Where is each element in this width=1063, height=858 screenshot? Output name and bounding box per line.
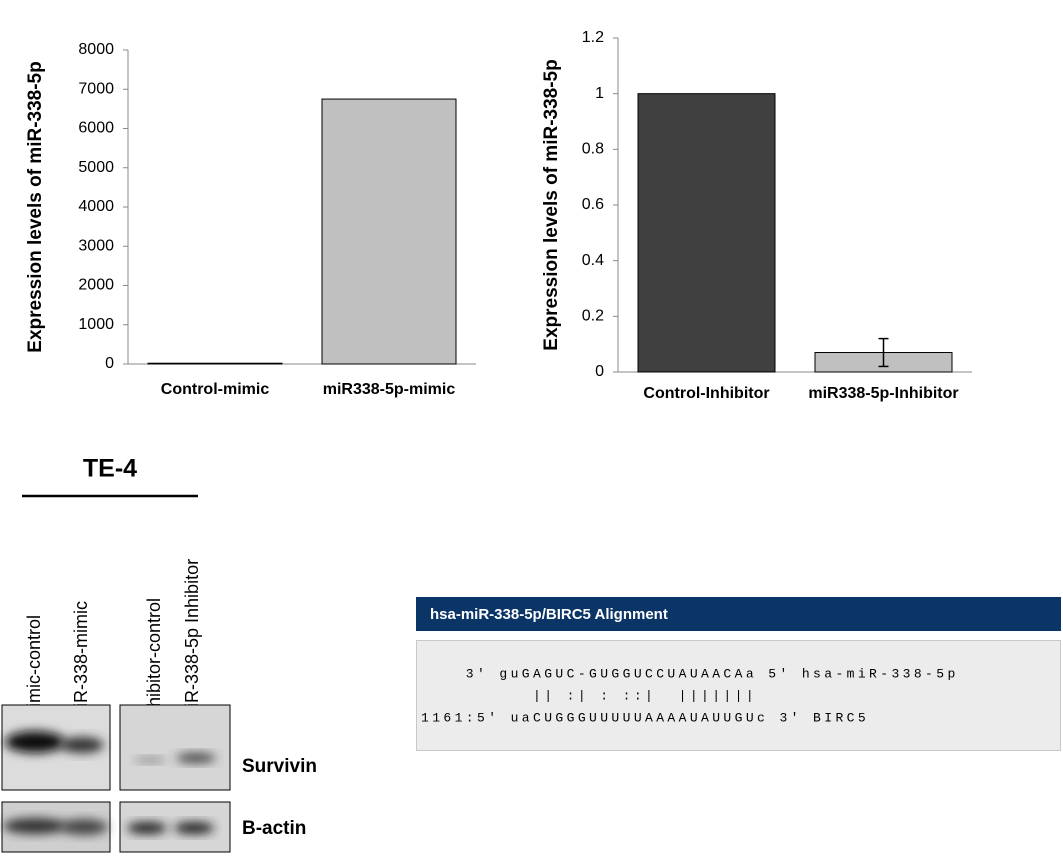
alignment-line: 1161:5' uaCUGGGUUUUUAAAAUAUUGUc 3' BIRC5 (421, 710, 869, 725)
lane-label: mimic-control (24, 615, 44, 722)
bar (147, 362, 283, 365)
lane-label: Inhibitor-control (144, 598, 164, 722)
y-axis-title: Expression levels of miR-338-5p (541, 59, 562, 350)
bar (637, 93, 776, 373)
y-tick-label: 0.6 (582, 196, 604, 213)
y-tick-label: 6000 (78, 120, 114, 137)
y-tick-label: 4000 (78, 198, 114, 215)
y-tick-label: 0.4 (582, 252, 604, 269)
y-tick-label: 0.2 (582, 308, 604, 325)
alignment-title: hsa-miR-338-5p/BIRC5 Alignment (430, 606, 668, 623)
y-tick-label: 0.8 (582, 141, 604, 158)
lane-label: miR-338-mimic (71, 601, 91, 722)
y-tick-label: 1000 (78, 316, 114, 333)
x-tick-label: Control-mimic (161, 381, 270, 398)
alignment-box (416, 640, 1061, 751)
alignment-header (416, 597, 1061, 631)
y-tick-label: 1 (595, 85, 604, 102)
y-axis-title: Expression levels of miR-338-5p (25, 61, 46, 352)
bar (321, 98, 457, 365)
y-tick-label: 2000 (78, 277, 114, 294)
y-tick-label: 0 (595, 363, 604, 380)
y-tick-label: 1.2 (582, 29, 604, 46)
x-tick-label: miR338-5p-mimic (323, 381, 456, 398)
alignment-line: || :| : ::| ||||||| (421, 688, 757, 703)
blot-survivin (1, 704, 231, 791)
y-tick-label: 7000 (78, 80, 114, 97)
y-tick-label: 8000 (78, 41, 114, 58)
y-tick-label: 5000 (78, 159, 114, 176)
alignment-line: 3' guGAGUC-GUGGUCCUAUAACAa 5' hsa-miR-33… (421, 666, 959, 681)
y-tick-label: 0 (105, 355, 114, 372)
blot-title: TE-4 (83, 455, 137, 483)
x-tick-label: Control-Inhibitor (643, 385, 769, 402)
x-tick-label: miR338-5p-Inhibitor (808, 385, 958, 402)
blot-actin (1, 801, 231, 853)
error-bar (878, 337, 889, 368)
y-tick-label: 3000 (78, 237, 114, 254)
lane-label: miR-338-5p Inhibitor (182, 559, 202, 722)
row-label: Survivin (242, 756, 317, 777)
row-label: B-actin (242, 818, 306, 839)
